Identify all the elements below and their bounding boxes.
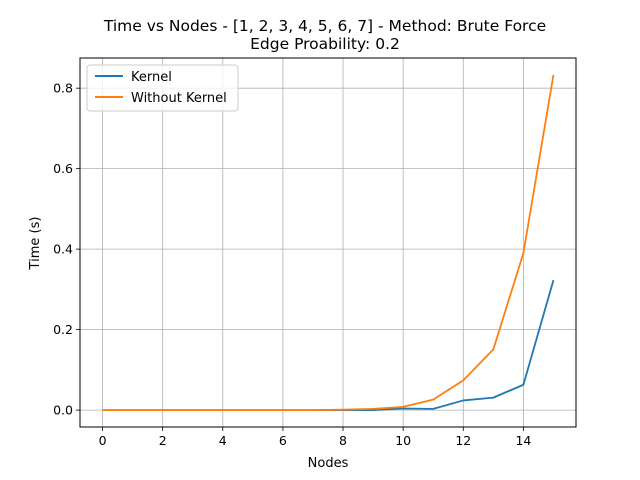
y-tick-label: 0.8	[53, 81, 73, 96]
axis-ticks: 0 2 4 6 8 10 12 14 0.0 0.2 0.4 0.6 0.8	[53, 81, 531, 448]
legend-box	[86, 64, 239, 112]
x-tick-label: 10	[395, 433, 411, 448]
x-tick-label: 0	[99, 433, 107, 448]
x-tick-label: 4	[219, 433, 227, 448]
chart-title: Time vs Nodes - [1, 2, 3, 4, 5, 6, 7] - …	[103, 17, 546, 35]
x-tick-label: 14	[515, 433, 531, 448]
series-layer	[102, 74, 555, 412]
x-tick-label: 2	[159, 433, 167, 448]
x-tick-label: 12	[455, 433, 471, 448]
y-tick-label: 0.6	[53, 161, 73, 176]
x-tick-label: 6	[279, 433, 287, 448]
legend-label-without-kernel: Without Kernel	[131, 91, 227, 106]
x-axis-label: Nodes	[308, 456, 349, 471]
y-tick-label: 0.4	[53, 242, 73, 257]
plot-frame	[79, 57, 577, 428]
x-tick-label: 8	[339, 433, 347, 448]
y-tick-label: 0.2	[53, 322, 73, 337]
legend-label-kernel: Kernel	[131, 70, 172, 85]
y-axis-label: Time (s)	[28, 217, 43, 271]
series-line-without-kernel	[102, 74, 555, 412]
series-line-kernel	[102, 279, 555, 412]
y-tick-label: 0.0	[53, 403, 73, 418]
grid-lines	[80, 58, 576, 427]
chart-subtitle: Edge Proability: 0.2	[250, 35, 400, 53]
legend: Kernel Without Kernel	[86, 64, 239, 112]
